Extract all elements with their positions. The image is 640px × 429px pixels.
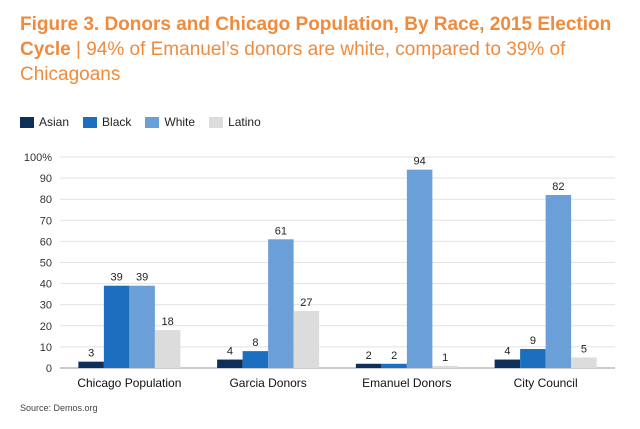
bar (103, 285, 130, 368)
y-tick-label: 100% (24, 152, 52, 164)
bar (154, 330, 181, 368)
data-label: 94 (414, 156, 426, 168)
legend-item-latino: Latino (209, 115, 261, 129)
chart-title-block: Figure 3. Donors and Chicago Population,… (20, 12, 620, 87)
data-label: 2 (391, 350, 397, 362)
bar (242, 351, 269, 368)
bar (293, 311, 320, 368)
data-label: 1 (442, 352, 448, 364)
bar (217, 359, 243, 368)
data-label: 18 (162, 316, 174, 328)
bar (520, 349, 546, 368)
legend-swatch-white (145, 116, 160, 128)
bar (494, 359, 521, 368)
bar (545, 194, 572, 368)
legend-swatch-asian (20, 116, 34, 128)
legend-swatch-latino (209, 116, 224, 128)
bar (78, 361, 104, 368)
legend-item-white: White (145, 115, 195, 129)
y-tick-label: 90 (40, 173, 52, 185)
x-category-label: Chicago Population (77, 376, 181, 390)
data-label: 39 (136, 272, 148, 284)
data-label: 3 (88, 348, 94, 360)
x-category-label: Emanuel Donors (362, 376, 451, 390)
bar (381, 363, 407, 368)
y-tick-label: 0 (46, 363, 52, 375)
y-tick-label: 70 (40, 215, 52, 227)
legend-item-black: Black (83, 115, 131, 129)
y-tick-label: 20 (40, 321, 52, 333)
data-label: 5 (581, 343, 587, 355)
y-tick-label: 40 (40, 279, 52, 291)
legend-label-asian: Asian (39, 115, 70, 129)
bar (406, 169, 433, 368)
source-note: Source: Demos.org (20, 403, 98, 413)
bar (268, 239, 294, 368)
legend-swatch-black (83, 116, 98, 128)
data-label: 82 (552, 181, 564, 193)
x-category-label: City Council (514, 376, 578, 390)
bar (571, 357, 597, 368)
chart-subtitle: 94% of Emanuel’s donors are white, compa… (20, 39, 566, 85)
y-tick-label: 30 (40, 300, 52, 312)
data-label: 8 (252, 337, 258, 349)
chart-legend: Asian Black White Latino (20, 113, 275, 131)
chart-title: Figure 3. Donors and Chicago Population,… (20, 14, 612, 60)
data-label: 2 (366, 350, 372, 362)
data-label: 9 (530, 335, 536, 347)
data-label: 39 (111, 272, 123, 284)
y-tick-label: 80 (40, 194, 52, 206)
data-label: 61 (275, 225, 287, 237)
legend-label-white: White (164, 115, 196, 129)
legend-label-latino: Latino (228, 115, 261, 129)
data-label: 4 (227, 346, 233, 358)
data-label: 4 (504, 346, 510, 358)
data-label: 27 (300, 297, 312, 309)
x-category-label: Garcia Donors (229, 376, 306, 390)
y-tick-label: 60 (40, 236, 52, 248)
bar (355, 363, 382, 368)
legend-item-asian: Asian (20, 115, 69, 129)
legend-label-black: Black (102, 115, 132, 129)
bar (129, 285, 155, 368)
bar (432, 365, 458, 368)
title-separator: | (75, 39, 81, 60)
y-tick-label: 10 (40, 342, 52, 354)
y-tick-label: 50 (40, 258, 52, 270)
